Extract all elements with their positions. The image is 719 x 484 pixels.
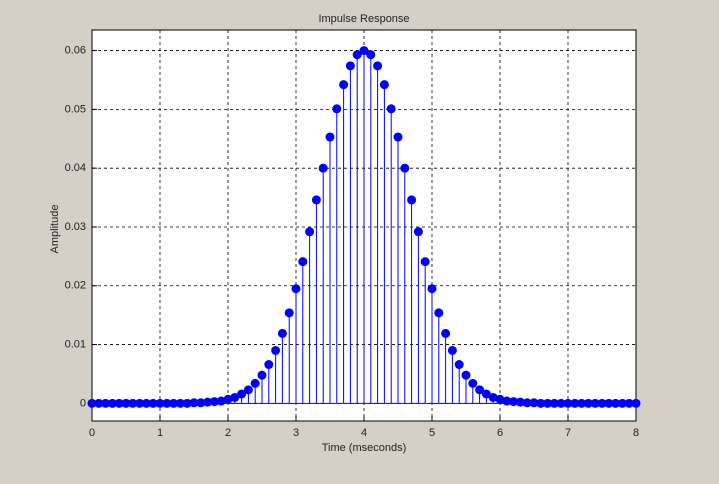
- stem-marker: [481, 389, 491, 399]
- x-axis-label: Time (mseconds): [322, 442, 407, 454]
- stem-marker: [230, 392, 240, 402]
- y-tick-label: 0.03: [65, 221, 86, 233]
- stem-marker: [468, 378, 478, 388]
- stem-marker: [393, 132, 403, 142]
- stem-marker: [325, 132, 335, 142]
- stem-marker: [454, 360, 464, 370]
- stem-marker: [400, 163, 410, 173]
- stem-marker: [318, 163, 328, 173]
- x-tick-label: 7: [565, 427, 571, 439]
- stem-marker: [441, 328, 451, 338]
- stem-marker: [427, 284, 437, 294]
- stem-marker: [237, 389, 247, 399]
- x-tick-label: 1: [157, 427, 163, 439]
- stem-marker: [420, 257, 430, 267]
- stem-marker: [434, 308, 444, 318]
- stem-marker: [277, 328, 287, 338]
- stem-marker: [373, 61, 383, 71]
- stem-marker: [413, 227, 423, 237]
- stem-marker: [305, 227, 315, 237]
- stem-marker: [291, 284, 301, 294]
- x-tick-label: 5: [429, 427, 435, 439]
- y-tick-label: 0: [80, 397, 86, 409]
- stem-marker: [332, 104, 342, 114]
- y-tick-label: 0.01: [65, 338, 86, 350]
- stem-marker: [386, 104, 396, 114]
- stem-marker: [352, 50, 362, 60]
- stem-marker: [407, 195, 417, 205]
- stem-marker: [243, 385, 253, 395]
- chart-title: Impulse Response: [318, 13, 409, 25]
- stem-marker: [298, 257, 308, 267]
- stem-marker: [250, 378, 260, 388]
- y-axis-label: Amplitude: [49, 205, 61, 254]
- axes-frame: [91, 29, 637, 422]
- stem-marker: [345, 61, 355, 71]
- x-tick-label: 6: [497, 427, 503, 439]
- y-tick-label: 0.06: [65, 44, 86, 56]
- stem-marker: [339, 80, 349, 90]
- stem-marker: [284, 308, 294, 318]
- stem-marker: [257, 370, 267, 380]
- stem-marker: [379, 80, 389, 90]
- y-tick-label: 0.05: [65, 103, 86, 115]
- x-tick-label: 0: [89, 427, 95, 439]
- stem-marker: [359, 46, 369, 56]
- x-tick-label: 2: [225, 427, 231, 439]
- stem-marker: [311, 195, 321, 205]
- stem-marker: [631, 398, 641, 408]
- stem-marker: [447, 345, 457, 355]
- x-tick-label: 4: [361, 427, 367, 439]
- stem-marker: [271, 345, 281, 355]
- stem-marker: [461, 370, 471, 380]
- x-tick-label: 3: [293, 427, 299, 439]
- y-tick-label: 0.02: [65, 280, 86, 292]
- stem-marker: [366, 50, 376, 60]
- y-tick-label: 0.04: [65, 162, 86, 174]
- stem-marker: [475, 385, 485, 395]
- stem-marker: [264, 360, 274, 370]
- x-tick-label: 8: [633, 427, 639, 439]
